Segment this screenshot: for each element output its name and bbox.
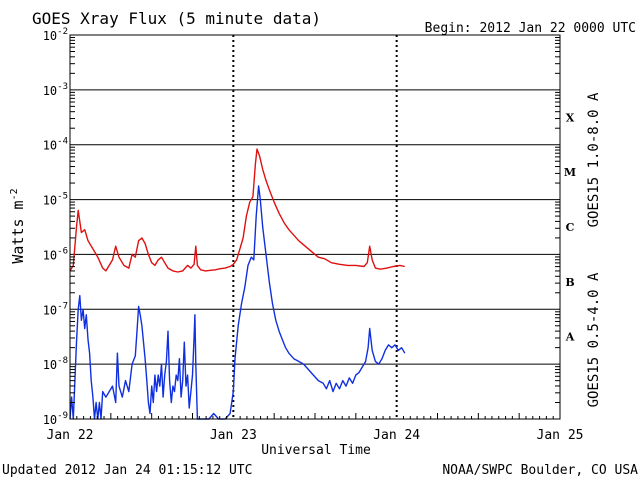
y-tick-label: 10-5	[43, 192, 68, 208]
y-axis-label-exponent: -2	[9, 188, 20, 200]
y-tick-label-exponent: -4	[57, 137, 68, 147]
y-axis-label: Watts m-2	[9, 188, 27, 263]
flare-class-label: A	[565, 331, 575, 344]
y-tick-label-exponent: -5	[57, 192, 68, 202]
plot-frame	[69, 34, 561, 420]
flare-class-label: C	[566, 221, 575, 234]
y-tick-label-base: 10	[43, 29, 57, 43]
y-tick-label: 10-2	[43, 27, 68, 43]
credit-text: NOAA/SWPC Boulder, CO USA	[442, 463, 638, 478]
x-tick-label: Jan 22	[47, 428, 94, 443]
y-tick-label: 10-7	[43, 301, 68, 317]
y-tick-label-exponent: -6	[57, 246, 68, 256]
y-tick-label: 10-8	[43, 356, 68, 372]
legend-short-channel: GOES15 0.5-4.0 A	[586, 272, 602, 407]
y-tick-label-base: 10	[43, 413, 57, 427]
y-axis-label-text: Watts m	[9, 200, 27, 263]
y-tick-label-exponent: -7	[57, 301, 68, 311]
y-tick-label-base: 10	[43, 303, 57, 317]
y-tick-label-exponent: -2	[57, 27, 68, 37]
y-tick-label-exponent: -3	[57, 82, 68, 92]
x-tick-label: Jan 23	[210, 428, 257, 443]
series-long-channel-line	[69, 148, 405, 273]
flare-class-label: B	[565, 276, 574, 289]
begin-timestamp: Begin: 2012 Jan 22 0000 UTC	[425, 21, 636, 36]
legend-long-channel: GOES15 1.0-8.0 A	[586, 92, 602, 227]
x-tick-label: Jan 25	[537, 428, 584, 443]
y-tick-label-base: 10	[43, 358, 57, 372]
y-tick-label: 10-6	[43, 246, 68, 262]
y-tick-label: 10-4	[43, 137, 68, 153]
y-tick-label-base: 10	[43, 139, 57, 153]
y-tick-label: 10-9	[43, 411, 68, 427]
plot-grid	[70, 34, 560, 420]
series-short-channel-line	[69, 185, 406, 420]
x-axis-label: Universal Time	[261, 443, 371, 458]
x-tick-label: Jan 24	[373, 428, 420, 443]
y-tick-label: 10-3	[43, 82, 68, 98]
flare-class-label: M	[564, 166, 576, 179]
flare-class-label: X	[566, 111, 575, 124]
y-tick-label-exponent: -8	[57, 356, 68, 366]
y-tick-label-exponent: -9	[57, 411, 68, 421]
y-tick-label-base: 10	[43, 194, 57, 208]
y-tick-label-base: 10	[43, 248, 57, 262]
chart-title: GOES Xray Flux (5 minute data)	[32, 9, 321, 28]
y-tick-label-base: 10	[43, 84, 57, 98]
updated-timestamp: Updated 2012 Jan 24 01:15:12 UTC	[2, 463, 252, 478]
plot-series	[69, 148, 406, 420]
